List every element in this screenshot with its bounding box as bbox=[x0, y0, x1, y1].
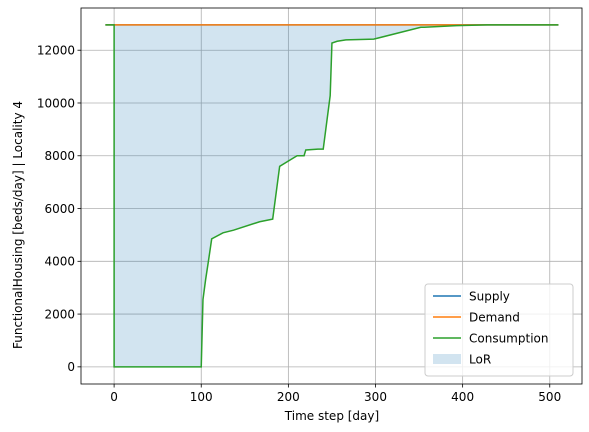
axes-frame bbox=[80, 7, 583, 385]
x-tick-label: 0 bbox=[110, 390, 118, 404]
legend-box bbox=[424, 283, 574, 377]
y-tick-label: 2000 bbox=[44, 307, 75, 321]
legend-label-supply: Supply bbox=[469, 289, 510, 303]
y-tick-label: 8000 bbox=[44, 149, 75, 163]
legend-label-lor: LoR bbox=[469, 352, 491, 366]
legend-swatch-lor bbox=[433, 354, 461, 364]
legend: Supply Demand Consumption LoR bbox=[424, 283, 574, 377]
consumption-line bbox=[105, 24, 559, 368]
y-tick-label: 4000 bbox=[44, 255, 75, 269]
x-tick-label: 100 bbox=[190, 390, 213, 404]
y-tick-label: 12000 bbox=[37, 44, 75, 58]
lor-area bbox=[105, 24, 559, 367]
y-axis-label: FunctionalHousing [beds/day] | Locality … bbox=[11, 101, 25, 349]
legend-label-consumption: Consumption bbox=[469, 331, 548, 345]
x-tick-label: 300 bbox=[364, 390, 387, 404]
x-axis-label: Time step [day] bbox=[284, 409, 379, 423]
y-tick-label: 6000 bbox=[44, 202, 75, 216]
x-tick-label: 200 bbox=[277, 390, 300, 404]
y-tick-label: 10000 bbox=[37, 96, 75, 110]
x-tick-label: 500 bbox=[538, 390, 561, 404]
x-tick-label: 400 bbox=[451, 390, 474, 404]
legend-label-demand: Demand bbox=[469, 310, 520, 324]
y-tick-label: 0 bbox=[67, 360, 75, 374]
